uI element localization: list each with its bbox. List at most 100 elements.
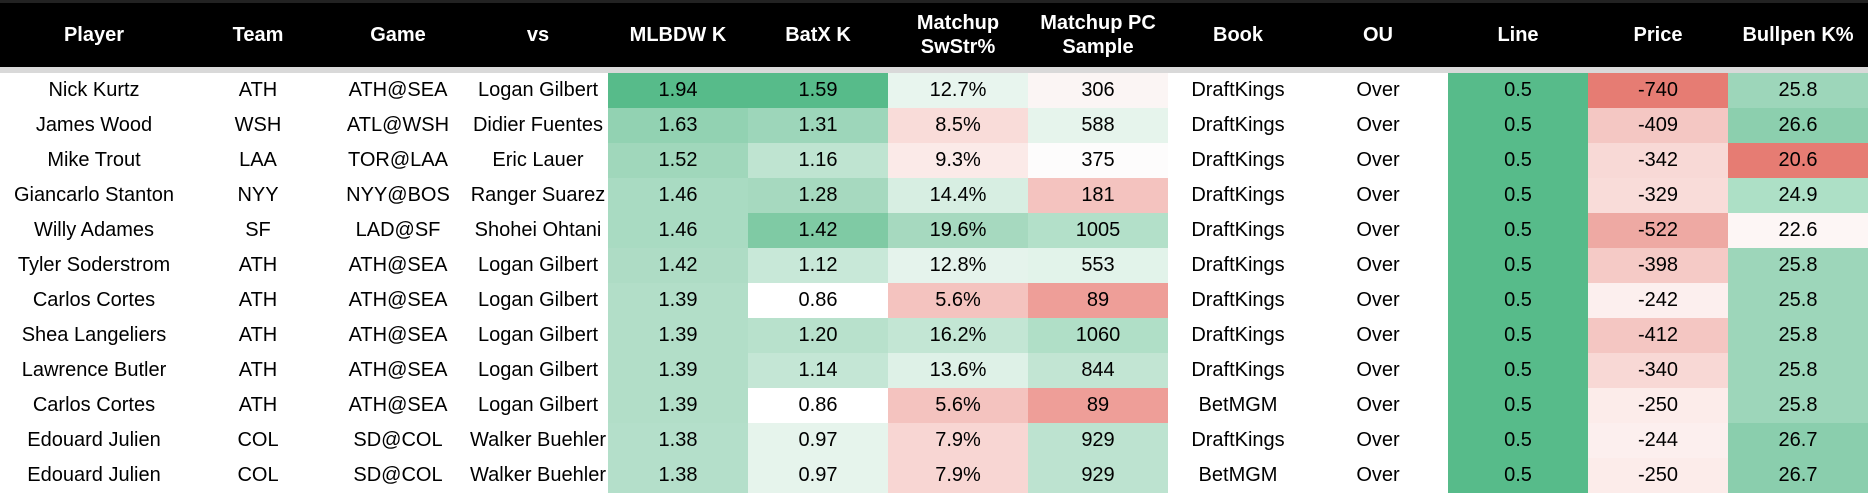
table-cell: ATH <box>238 79 278 101</box>
table-cell: DraftKings <box>1191 79 1285 101</box>
table-cell: TOR@LAA <box>348 149 448 171</box>
table-row: Giancarlo Stanton NYY NYY@BOS Ranger Suarez… <box>0 178 1868 213</box>
table-cell: Over <box>1356 114 1400 136</box>
table-cell: Over <box>1356 324 1400 346</box>
table-row: Nick Kurtz ATH ATH@SEA Logan Gilbert 1.94 1.5… <box>0 70 1868 108</box>
table-cell: 1.63 <box>608 108 748 143</box>
table-cell: 929 <box>1028 458 1168 493</box>
table-cell: Logan Gilbert <box>477 254 599 276</box>
table-body: Nick Kurtz ATH ATH@SEA Logan Gilbert 1.94 1.5… <box>0 70 1868 493</box>
column-header: Line <box>1448 0 1588 73</box>
table-cell: COL <box>237 429 279 451</box>
table-cell: Walker Buehler <box>470 464 606 486</box>
table-cell: 1.20 <box>748 318 888 353</box>
table-cell: 14.4% <box>888 178 1028 213</box>
table-cell: 1.46 <box>608 178 748 213</box>
table-cell: 26.7 <box>1728 458 1868 493</box>
column-header: BatX K <box>748 0 888 73</box>
table-cell: 0.5 <box>1448 283 1588 318</box>
table-cell: 9.3% <box>888 143 1028 178</box>
table-cell: 306 <box>1028 70 1168 108</box>
table-cell: Over <box>1356 219 1400 241</box>
table-cell: 1.16 <box>748 143 888 178</box>
table-cell: ATH <box>238 254 278 276</box>
table-cell: LAD@SF <box>355 219 441 241</box>
table-cell: Over <box>1356 359 1400 381</box>
table-cell: 16.2% <box>888 318 1028 353</box>
table-cell: 89 <box>1028 388 1168 423</box>
table-cell: Over <box>1356 149 1400 171</box>
table-cell: 375 <box>1028 143 1168 178</box>
table-cell: 1.39 <box>608 283 748 318</box>
table-cell: 1.12 <box>748 248 888 283</box>
table-row: Willy Adames SF LAD@SF Shohei Ohtani 1.46 1.4… <box>0 213 1868 248</box>
table-cell: 181 <box>1028 178 1168 213</box>
table-cell: Over <box>1356 464 1400 486</box>
table-cell: 5.6% <box>888 283 1028 318</box>
table-cell: BetMGM <box>1198 464 1278 486</box>
column-header: Player <box>0 0 188 73</box>
table-cell: 26.7 <box>1728 423 1868 458</box>
column-header: Book <box>1168 0 1308 73</box>
table-cell: DraftKings <box>1191 254 1285 276</box>
table-cell: 844 <box>1028 353 1168 388</box>
table-cell: ATH@SEA <box>348 324 448 346</box>
column-header: Matchup SwStr% <box>888 0 1028 73</box>
table-row: James Wood WSH ATL@WSH Didier Fuentes 1.63 1.… <box>0 108 1868 143</box>
table-cell: 25.8 <box>1728 283 1868 318</box>
table-cell: 0.5 <box>1448 318 1588 353</box>
table-cell: SF <box>245 219 271 241</box>
table-cell: James Wood <box>35 114 153 136</box>
table-cell: 1.39 <box>608 318 748 353</box>
table-cell: -342 <box>1588 143 1728 178</box>
table-cell: 1.28 <box>748 178 888 213</box>
table-cell: 553 <box>1028 248 1168 283</box>
table-cell: Walker Buehler <box>470 429 606 451</box>
table-cell: Over <box>1356 79 1400 101</box>
table-cell: BetMGM <box>1198 394 1278 416</box>
table-cell: 24.9 <box>1728 178 1868 213</box>
table-cell: 0.5 <box>1448 248 1588 283</box>
table-cell: 89 <box>1028 283 1168 318</box>
table-cell: -740 <box>1588 70 1728 108</box>
table-cell: SD@COL <box>353 429 443 451</box>
table-cell: ATH <box>238 394 278 416</box>
table-cell: 0.5 <box>1448 353 1588 388</box>
table-cell: 22.6 <box>1728 213 1868 248</box>
table-cell: 0.5 <box>1448 458 1588 493</box>
table-cell: Carlos Cortes <box>32 394 156 416</box>
table-cell: Over <box>1356 429 1400 451</box>
table-cell: -329 <box>1588 178 1728 213</box>
table-cell: 1.39 <box>608 353 748 388</box>
table-cell: ATH@SEA <box>348 394 448 416</box>
table-cell: Logan Gilbert <box>477 79 599 101</box>
table-cell: 1.46 <box>608 213 748 248</box>
table-cell: 1.94 <box>608 70 748 108</box>
table-cell: DraftKings <box>1191 149 1285 171</box>
table-cell: Over <box>1356 184 1400 206</box>
column-header: Matchup PC Sample <box>1028 0 1168 73</box>
table-cell: 1005 <box>1028 213 1168 248</box>
table-cell: -398 <box>1588 248 1728 283</box>
table-cell: 0.86 <box>748 388 888 423</box>
table-cell: 1.39 <box>608 388 748 423</box>
table-cell: 8.5% <box>888 108 1028 143</box>
table-cell: 0.5 <box>1448 143 1588 178</box>
table-cell: 0.97 <box>748 423 888 458</box>
table-cell: Shohei Ohtani <box>474 219 602 241</box>
table-cell: -340 <box>1588 353 1728 388</box>
table-cell: 25.8 <box>1728 248 1868 283</box>
table-cell: 5.6% <box>888 388 1028 423</box>
table-cell: ATH <box>238 359 278 381</box>
table-cell: ATH <box>238 289 278 311</box>
table-cell: SD@COL <box>353 464 443 486</box>
table-cell: 0.97 <box>748 458 888 493</box>
table-cell: Over <box>1356 394 1400 416</box>
table-cell: -244 <box>1588 423 1728 458</box>
table-row: Carlos Cortes ATH ATH@SEA Logan Gilbert 1.39… <box>0 388 1868 423</box>
table-cell: DraftKings <box>1191 114 1285 136</box>
table-cell: Logan Gilbert <box>477 324 599 346</box>
table-cell: 25.8 <box>1728 353 1868 388</box>
